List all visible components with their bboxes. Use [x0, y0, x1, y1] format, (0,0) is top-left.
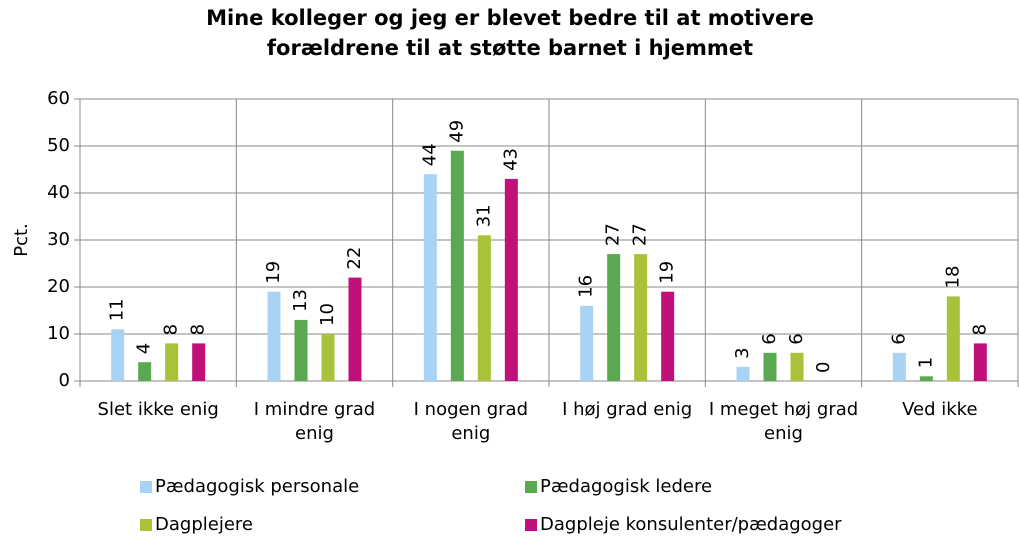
legend-label: Pædagogisk personale — [155, 476, 359, 497]
chart-title: Mine kolleger og jeg er blevet bedre til… — [206, 6, 814, 30]
data-label: 6 — [786, 333, 807, 344]
chart-title: forældrene til at støtte barnet i hjemme… — [267, 36, 753, 60]
bar — [634, 254, 648, 381]
legend-label: Pædagogisk ledere — [540, 476, 712, 497]
y-tick-label: 40 — [47, 182, 70, 203]
data-label: 16 — [576, 275, 597, 298]
legend-swatch — [140, 519, 152, 531]
data-label: 6 — [888, 333, 909, 344]
bar — [790, 352, 804, 381]
data-label: 13 — [290, 289, 311, 312]
data-label: 1 — [915, 357, 936, 368]
x-tick-label: I meget høj grad enig — [708, 399, 859, 444]
data-label: 4 — [134, 343, 155, 354]
data-label: 8 — [188, 324, 209, 335]
y-tick-label: 60 — [47, 88, 70, 109]
legend-swatch — [525, 481, 537, 493]
legend-swatch — [525, 519, 537, 531]
legend-label: Dagplejere — [155, 514, 253, 535]
data-label: 27 — [630, 223, 651, 246]
bar — [450, 150, 464, 381]
data-label: 27 — [603, 223, 624, 246]
data-label: 44 — [419, 143, 440, 166]
x-tick-label: I mindre grad enig — [253, 399, 376, 444]
bar — [763, 352, 777, 381]
bar — [477, 235, 491, 381]
bar — [973, 343, 987, 381]
data-label: 0 — [813, 362, 834, 373]
bar — [504, 178, 518, 381]
y-tick-label: 0 — [59, 370, 70, 391]
data-label: 3 — [732, 347, 753, 358]
bar — [321, 334, 335, 381]
data-label: 43 — [500, 148, 521, 171]
x-tick-label: I nogen grad enig — [413, 399, 529, 444]
bar — [736, 366, 750, 381]
x-tick-label: Ved ikke — [902, 399, 978, 420]
data-label: 11 — [107, 298, 128, 321]
y-tick-label: 10 — [47, 323, 70, 344]
data-label: 8 — [969, 324, 990, 335]
bar — [423, 174, 437, 381]
data-label: 8 — [161, 324, 182, 335]
data-label: 22 — [344, 247, 365, 270]
data-label: 19 — [263, 261, 284, 284]
bar — [661, 291, 675, 381]
data-label: 6 — [759, 333, 780, 344]
data-label: 10 — [317, 303, 338, 326]
data-label: 18 — [942, 265, 963, 288]
bar — [946, 296, 960, 381]
bar — [919, 376, 933, 381]
data-label: 31 — [473, 204, 494, 227]
x-tick-label: Slet ikke enig — [97, 399, 219, 420]
legend-swatch — [140, 481, 152, 493]
bar — [294, 319, 308, 381]
bar — [138, 362, 152, 381]
bar — [111, 329, 125, 381]
bar — [348, 277, 362, 381]
bar — [892, 352, 906, 381]
x-tick-label: I høj grad enig — [562, 399, 693, 420]
y-tick-label: 30 — [47, 229, 70, 250]
bar — [267, 291, 281, 381]
y-tick-label: 20 — [47, 276, 70, 297]
legend-label: Dagpleje konsulenter/pædagoger — [540, 514, 842, 535]
y-tick-label: 50 — [47, 135, 70, 156]
bar — [192, 343, 206, 381]
data-label: 19 — [657, 261, 678, 284]
bar — [607, 254, 621, 381]
bar — [580, 305, 594, 381]
y-axis-label: Pct. — [11, 223, 32, 257]
data-label: 49 — [446, 120, 467, 143]
bar — [165, 343, 179, 381]
